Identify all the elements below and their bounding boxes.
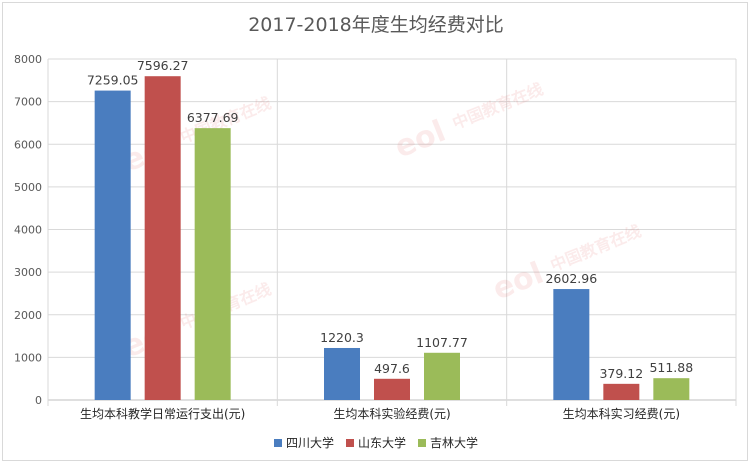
data-label: 7596.27 [137, 58, 189, 73]
y-tick-label: 1000 [14, 351, 42, 364]
legend: 四川大学 山东大学 吉林大学 [0, 434, 752, 451]
legend-item: 四川大学 [273, 434, 334, 451]
category-label: 生均本科教学日常运行支出(元) [80, 406, 245, 421]
x-axis: 生均本科教学日常运行支出(元) 生均本科实验经费(元) 生均本科实习经费(元) [80, 406, 680, 421]
svg-text:eol: eol [488, 256, 549, 308]
y-tick-label: 3000 [14, 266, 42, 279]
y-tick-label: 5000 [14, 181, 42, 194]
y-tick-label: 2000 [14, 309, 42, 322]
category-label: 生均本科实习经费(元) [563, 406, 680, 421]
data-label: 379.12 [599, 366, 643, 381]
bar [374, 378, 410, 400]
y-tick-label: 6000 [14, 138, 42, 151]
bars [94, 76, 690, 401]
svg-text:中国教育在线: 中国教育在线 [450, 79, 546, 133]
chart-title: 2017-2018年度生均经费对比 [248, 14, 504, 36]
data-label: 1107.77 [416, 335, 468, 350]
data-label: 497.6 [374, 361, 410, 376]
bar [144, 76, 181, 401]
legend-label: 四川大学 [285, 436, 334, 450]
category-label: 生均本科实验经费(元) [333, 406, 450, 421]
y-tick-label: 8000 [14, 53, 42, 66]
legend-label: 山东大学 [357, 436, 406, 450]
bar [94, 90, 131, 400]
data-label: 6377.69 [187, 110, 239, 125]
data-label: 7259.05 [87, 73, 139, 88]
legend-item: 吉林大学 [418, 434, 478, 451]
data-label: 511.88 [649, 360, 693, 375]
bar [324, 347, 360, 400]
y-axis: 0 1000 2000 3000 4000 5000 6000 7000 8000 [14, 53, 42, 407]
bar [194, 128, 231, 400]
svg-text:eol: eol [390, 114, 451, 166]
bar [603, 383, 640, 400]
data-label: 1220.3 [320, 330, 364, 345]
y-tick-label: 7000 [14, 96, 42, 109]
bar [653, 378, 690, 400]
legend-swatch [418, 438, 426, 447]
y-tick-label: 4000 [14, 224, 42, 237]
data-label: 2602.96 [545, 271, 597, 286]
bar [553, 289, 590, 400]
legend-swatch [273, 438, 282, 447]
bar [424, 352, 460, 400]
legend-swatch [345, 438, 354, 447]
y-tick-label: 0 [35, 394, 42, 407]
legend-item: 山东大学 [345, 434, 406, 451]
legend-label: 吉林大学 [430, 436, 479, 450]
